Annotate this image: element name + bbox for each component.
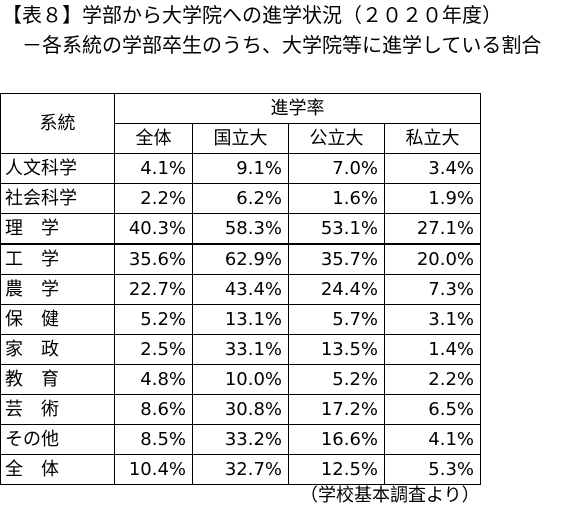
row-label: 芸 術: [0, 394, 115, 425]
cell-total: 4.8%: [114, 364, 193, 395]
cell-public: 12.5%: [288, 454, 385, 485]
table-row: その他 8.5% 33.2% 16.6% 4.1%: [0, 424, 481, 455]
cell-private: 1.4%: [384, 334, 481, 365]
row-label: 人文科学: [0, 153, 115, 184]
table-row: 家 政 2.5% 33.1% 13.5% 1.4%: [0, 334, 481, 365]
row-label: 農 学: [0, 274, 115, 305]
table-row: 人文科学 4.1% 9.1% 7.0% 3.4%: [0, 153, 481, 184]
cell-public: 5.7%: [288, 304, 385, 335]
cell-national: 9.1%: [192, 153, 289, 184]
column-header-private: 私立大: [384, 123, 481, 154]
cell-total: 2.5%: [114, 334, 193, 365]
table-row: 農 学 22.7% 43.4% 24.4% 7.3%: [0, 274, 481, 305]
cell-private: 5.3%: [384, 454, 481, 485]
table-row: 芸 術 8.6% 30.8% 17.2% 6.5%: [0, 394, 481, 425]
column-header-public: 公立大: [288, 123, 385, 154]
cell-national: 32.7%: [192, 454, 289, 485]
cell-public: 35.7%: [288, 243, 385, 275]
cell-national: 6.2%: [192, 183, 289, 214]
cell-private: 3.1%: [384, 304, 481, 335]
cell-public: 16.6%: [288, 424, 385, 455]
document-title: 【表８】学部から大学院への進学状況（２０２０年度）: [2, 3, 502, 27]
cell-public: 7.0%: [288, 153, 385, 184]
row-label: その他: [0, 424, 115, 455]
cell-private: 2.2%: [384, 364, 481, 395]
row-label: 保 健: [0, 304, 115, 335]
cell-total: 4.1%: [114, 153, 193, 184]
table-row: 理 学 40.3% 58.3% 53.1% 27.1%: [0, 213, 481, 245]
cell-total: 8.6%: [114, 394, 193, 425]
cell-national: 33.1%: [192, 334, 289, 365]
cell-national: 62.9%: [192, 243, 289, 275]
column-header-total: 全体: [114, 123, 193, 154]
cell-private: 4.1%: [384, 424, 481, 455]
document-subtitle: －各系統の学部卒生のうち、大学院等に進学している割合: [22, 33, 542, 57]
table-row: 教 育 4.8% 10.0% 5.2% 2.2%: [0, 364, 481, 395]
header-group: 進学率: [114, 93, 481, 124]
table-row: 全 体 10.4% 32.7% 12.5% 5.3%: [0, 454, 481, 485]
cell-total: 22.7%: [114, 274, 193, 305]
cell-national: 58.3%: [192, 213, 289, 245]
cell-public: 1.6%: [288, 183, 385, 214]
table-row: 社会科学 2.2% 6.2% 1.6% 1.9%: [0, 183, 481, 214]
cell-total: 10.4%: [114, 454, 193, 485]
row-label: 理 学: [0, 213, 115, 245]
row-label: 社会科学: [0, 183, 115, 214]
table-subheader-row: 全体 国立大 公立大 私立大: [1, 123, 481, 154]
row-label: 家 政: [0, 334, 115, 365]
cell-national: 43.4%: [192, 274, 289, 305]
cell-private: 3.4%: [384, 153, 481, 184]
cell-national: 13.1%: [192, 304, 289, 335]
source-note: （学校基本調査より）: [300, 485, 480, 506]
table-row: 保 健 5.2% 13.1% 5.7% 3.1%: [0, 304, 481, 335]
row-label: 工 学: [0, 243, 115, 275]
cell-national: 33.2%: [192, 424, 289, 455]
cell-private: 20.0%: [384, 243, 481, 275]
cell-private: 7.3%: [384, 274, 481, 305]
cell-total: 35.6%: [114, 243, 193, 275]
cell-public: 24.4%: [288, 274, 385, 305]
row-label: 全 体: [0, 454, 115, 485]
table-row: 工 学 35.6% 62.9% 35.7% 20.0%: [0, 243, 481, 275]
cell-private: 6.5%: [384, 394, 481, 425]
cell-national: 30.8%: [192, 394, 289, 425]
table-header-row: 系統 進学率: [0, 93, 481, 154]
cell-public: 17.2%: [288, 394, 385, 425]
cell-national: 10.0%: [192, 364, 289, 395]
cell-total: 8.5%: [114, 424, 193, 455]
cell-total: 5.2%: [114, 304, 193, 335]
cell-public: 13.5%: [288, 334, 385, 365]
cell-total: 40.3%: [114, 213, 193, 245]
cell-private: 1.9%: [384, 183, 481, 214]
header-field: 系統: [0, 93, 115, 154]
cell-public: 53.1%: [288, 213, 385, 245]
cell-private: 27.1%: [384, 213, 481, 245]
cell-total: 2.2%: [114, 183, 193, 214]
cell-public: 5.2%: [288, 364, 385, 395]
row-label: 教 育: [0, 364, 115, 395]
graduate-school-rate-table: 系統 進学率 全体 国立大 公立大 私立大 人文科学 4.1% 9.1% 7.0…: [0, 93, 481, 485]
column-header-national: 国立大: [192, 123, 289, 154]
